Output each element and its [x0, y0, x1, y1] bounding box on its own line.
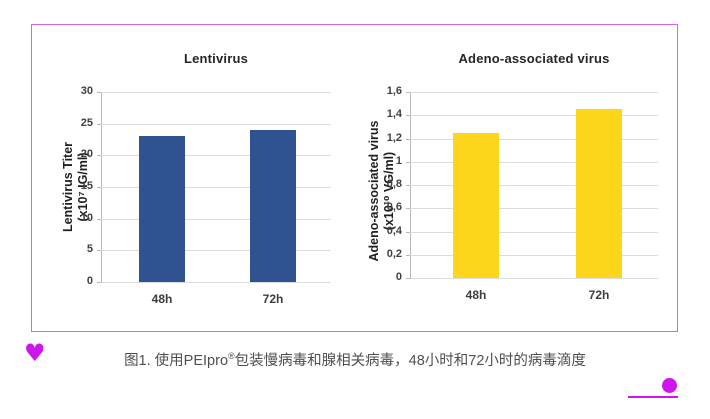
x-tick-label: 48h: [151, 292, 173, 306]
y-tick-mark: [97, 250, 101, 251]
bar-72h: [576, 109, 622, 278]
y-tick-mark: [97, 187, 101, 188]
chart-title: Lentivirus: [183, 51, 249, 66]
gridline: [101, 155, 331, 156]
bar-72h: [250, 130, 296, 282]
y-tick-label: 25: [80, 117, 93, 129]
lentivirus-chart: Lentivirus Lentivirus Titer (x10⁷ IG/ml) 30…: [32, 25, 676, 330]
gridline: [410, 255, 658, 256]
y-tick-mark: [97, 155, 101, 156]
gridline: [410, 115, 658, 116]
registered-trademark-symbol: ®: [228, 351, 235, 362]
y-tick-label: 20: [80, 148, 93, 160]
y-tick-mark: [97, 219, 101, 220]
y-tick-label: 0: [395, 271, 402, 283]
y-tick-mark: [406, 92, 410, 93]
accent-dot: [662, 378, 677, 393]
bar-48h: [453, 133, 499, 278]
gridline: [410, 185, 658, 186]
y-tick-label: 10: [80, 212, 93, 224]
figure-box: Lentivirus Lentivirus Titer (x10⁷ IG/ml) 30…: [31, 24, 678, 332]
bar-48h: [139, 136, 185, 282]
gridline: [410, 278, 658, 279]
gridline: [101, 187, 331, 188]
x-tick-label: 72h: [262, 292, 284, 306]
y-tick-mark: [406, 255, 410, 256]
y-tick-label: 0: [86, 275, 93, 287]
accent-underline: [628, 396, 678, 398]
y-tick-label: 30: [80, 85, 93, 97]
gridline: [410, 232, 658, 233]
gridline: [101, 282, 331, 283]
y-tick-label: 0,2: [386, 248, 402, 260]
y-tick-label: 1: [395, 155, 402, 167]
y-tick-label: 1,4: [386, 108, 402, 120]
y-tick-mark: [406, 208, 410, 209]
figure-caption: 图1. 使用PEIpro®包装慢病毒和腺相关病毒，48小时和72小时的病毒滴度: [0, 351, 710, 371]
gridline: [410, 208, 658, 209]
gridline: [410, 92, 658, 93]
gridline: [101, 250, 331, 251]
y-tick-label: 0,4: [386, 225, 402, 237]
gridline: [101, 219, 331, 220]
y-tick-mark: [406, 115, 410, 116]
caption-text-suffix: 包装慢病毒和腺相关病毒，48小时和72小时的病毒滴度: [234, 353, 586, 369]
y-tick-label: 0,8: [386, 178, 402, 190]
aav-chart: Adeno-associated virus Adeno-associated v…: [32, 25, 676, 330]
gridline: [410, 139, 658, 140]
gridline: [410, 162, 658, 163]
y-tick-label: 0,6: [386, 201, 402, 213]
y-tick-mark: [406, 162, 410, 163]
y-tick-mark: [97, 124, 101, 125]
y-tick-mark: [406, 139, 410, 140]
y-tick-mark: [97, 282, 101, 283]
y-tick-label: 1,6: [386, 85, 402, 97]
gridline: [101, 92, 331, 93]
y-tick-label: 1,2: [386, 132, 402, 144]
y-tick-mark: [406, 232, 410, 233]
y-tick-mark: [97, 92, 101, 93]
y-tick-mark: [406, 185, 410, 186]
heart-icon: ♥: [24, 339, 46, 367]
chart-title: Adeno-associated virus: [458, 51, 610, 66]
y-tick-mark: [406, 278, 410, 279]
y-tick-label: 15: [80, 180, 93, 192]
caption-text-prefix: 图1. 使用PEIpro: [124, 353, 229, 369]
gridline: [101, 124, 331, 125]
y-tick-label: 5: [86, 243, 93, 255]
x-tick-label: 72h: [588, 288, 610, 302]
x-tick-label: 48h: [465, 288, 487, 302]
